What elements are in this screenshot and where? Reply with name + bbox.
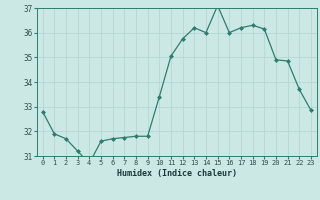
X-axis label: Humidex (Indice chaleur): Humidex (Indice chaleur) (117, 169, 237, 178)
